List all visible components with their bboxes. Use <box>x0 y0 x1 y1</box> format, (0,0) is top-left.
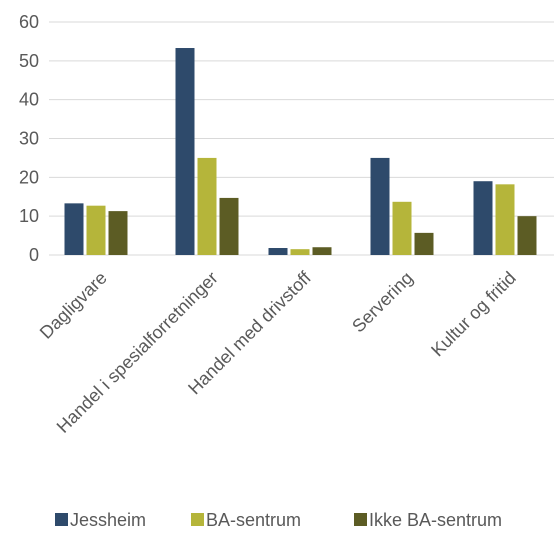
bar <box>473 181 493 255</box>
legend-swatch <box>191 513 204 526</box>
bar <box>175 48 195 255</box>
bar <box>517 216 537 255</box>
bar <box>108 211 128 255</box>
bar <box>312 247 332 255</box>
legend-label: Ikke BA-sentrum <box>369 510 502 530</box>
bar <box>219 197 239 255</box>
bars <box>64 48 537 255</box>
legend-swatch <box>55 513 68 526</box>
bar <box>268 248 288 255</box>
bar <box>86 205 106 255</box>
y-tick-label: 50 <box>19 51 39 71</box>
bar <box>392 201 412 255</box>
x-category-label: Servering <box>348 268 417 337</box>
bar <box>290 249 310 255</box>
y-tick-label: 10 <box>19 206 39 226</box>
legend: Jessheim BA-sentrum Ikke BA-sentrum <box>55 510 502 530</box>
bar <box>197 157 217 255</box>
y-tick-label: 60 <box>19 12 39 32</box>
bar <box>414 232 434 255</box>
legend-swatch <box>354 513 367 526</box>
bar <box>370 157 390 255</box>
legend-label: BA-sentrum <box>206 510 301 530</box>
bar <box>64 203 84 255</box>
legend-label: Jessheim <box>70 510 146 530</box>
y-axis-tick-labels: 0 10 20 30 40 50 60 <box>19 12 39 265</box>
y-tick-label: 20 <box>19 167 39 187</box>
bar <box>495 184 515 255</box>
x-category-label: Dagligvare <box>36 268 111 343</box>
y-tick-label: 0 <box>29 245 39 265</box>
x-category-label: Kultur og fritid <box>427 268 520 361</box>
y-tick-label: 40 <box>19 90 39 110</box>
y-tick-label: 30 <box>19 129 39 149</box>
gridlines <box>49 21 554 256</box>
